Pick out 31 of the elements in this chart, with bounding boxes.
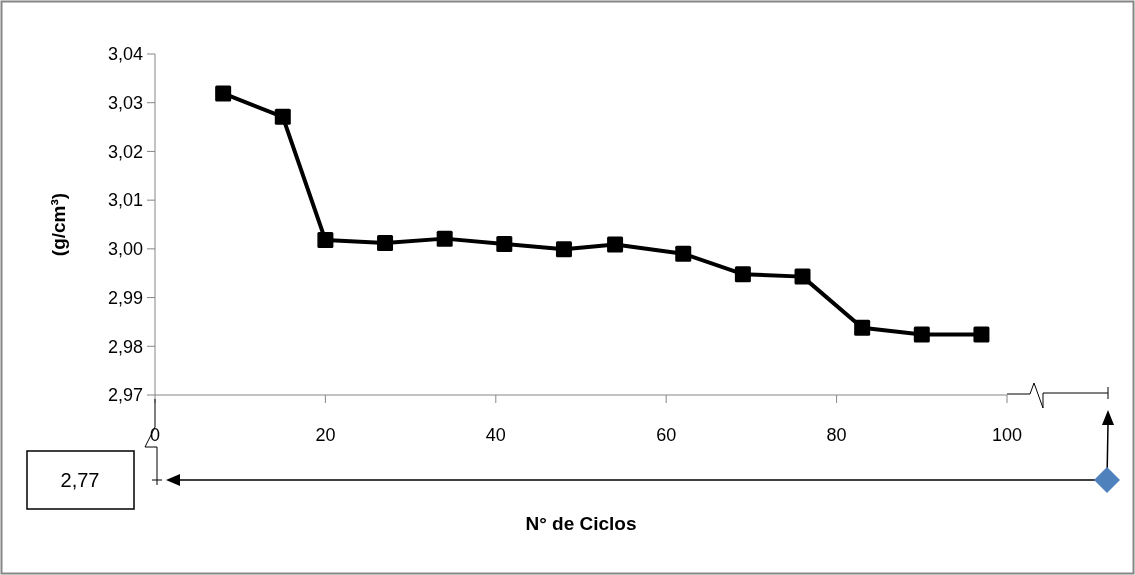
y-tick-label: 2,98 (107, 336, 143, 357)
point (854, 319, 871, 336)
point (607, 236, 624, 253)
point (317, 232, 334, 249)
point (794, 268, 811, 285)
point (555, 241, 572, 258)
x-tick-label: 0 (149, 425, 161, 445)
point (973, 326, 990, 343)
y-tick-label: 3,00 (107, 239, 143, 260)
x-tick-label: 80 (826, 425, 847, 445)
x-tick-label: 40 (485, 425, 506, 445)
point (675, 245, 692, 262)
point (734, 266, 751, 283)
y-axis-title: (g/cm³) (48, 192, 69, 257)
point (913, 326, 930, 343)
y-tick-label: 3,02 (107, 141, 143, 162)
y-tick-label: 3,03 (107, 93, 143, 114)
y-tick-label: 2,99 (107, 287, 143, 308)
point (215, 85, 232, 102)
y-tick-label: 3,04 (107, 44, 143, 65)
x-tick-label: 100 (991, 425, 1023, 445)
x-axis-title: N° de Ciclos (525, 513, 637, 534)
point (274, 108, 291, 125)
text: 2,77 (60, 469, 100, 491)
point (436, 230, 453, 247)
x-tick-label: 60 (656, 425, 677, 445)
y-tick-label: 3,01 (107, 190, 143, 211)
x-tick-label: 20 (315, 425, 336, 445)
point (377, 235, 394, 252)
point (496, 235, 513, 252)
y-tick-label: 2,97 (107, 385, 143, 406)
